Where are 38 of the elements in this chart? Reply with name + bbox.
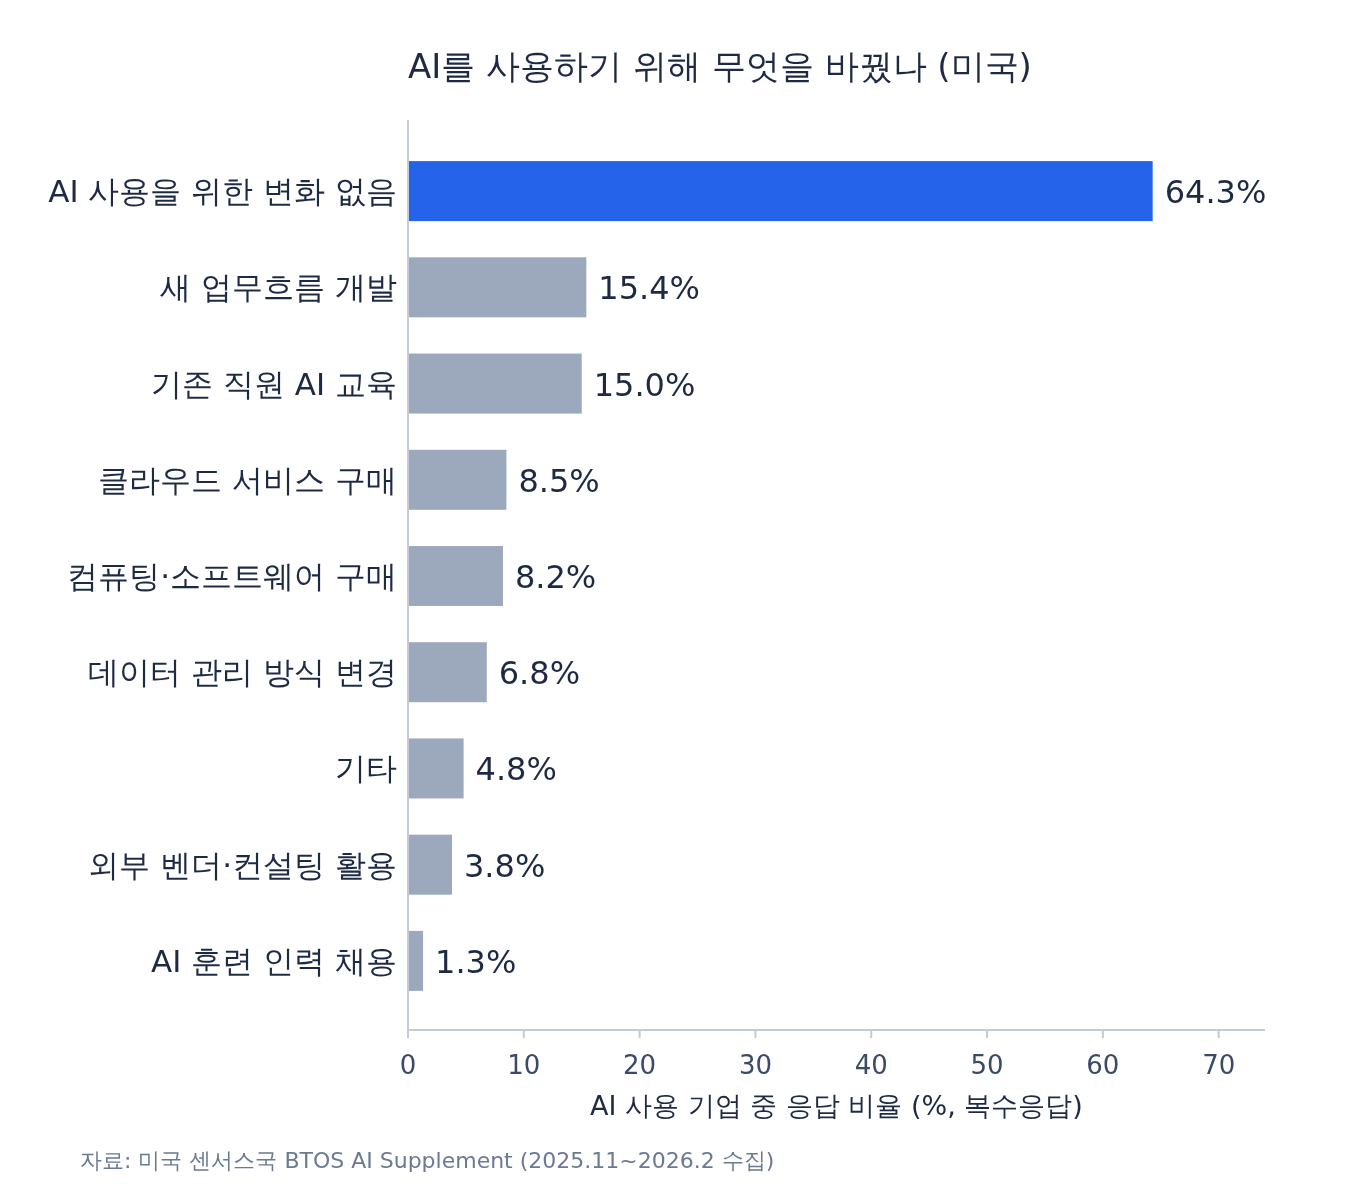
data-label: 6.8% <box>498 654 581 693</box>
y-tick-label: AI 훈련 인력 채용 <box>151 942 397 979</box>
bar <box>408 642 487 703</box>
bar <box>408 449 507 510</box>
title: AI를 사용하기 위해 무엇을 바꿨나 (미국) <box>408 46 1032 86</box>
bar <box>408 257 587 318</box>
data-label: 8.2% <box>514 558 597 596</box>
x-tick-label: 20 <box>623 1050 657 1080</box>
bar <box>408 546 503 606</box>
y-tick-label: 데이터 관리 방식 변경 <box>88 654 397 691</box>
x-tick-label: 10 <box>507 1050 541 1080</box>
bar <box>408 834 453 895</box>
x-tick-label: 30 <box>738 1050 772 1080</box>
y-tick-label: 새 업무흐름 개발 <box>160 269 397 306</box>
x-axis-title: AI 사용 기업 중 응답 비율 (%, 복수응답) <box>590 1090 1083 1121</box>
bar <box>408 738 464 799</box>
data-label: 64.3% <box>1164 173 1267 212</box>
bar <box>408 353 582 414</box>
data-label: 4.8% <box>475 750 557 789</box>
bar <box>408 161 1153 222</box>
y-tick-label: AI 사용을 위한 변화 없음 <box>48 173 397 210</box>
text: 자료: 미국 센서스국 BTOS AI Supplement (2025.11~2026.2 수집) <box>80 1148 775 1173</box>
data-label: 1.3% <box>435 942 517 981</box>
data-label: 15.4% <box>598 269 700 308</box>
y-tick-label: 클라우드 서비스 구매 <box>98 461 397 498</box>
data-label: 3.8% <box>464 846 546 885</box>
x-tick-label: 70 <box>1202 1050 1236 1080</box>
bar <box>408 930 424 991</box>
y-tick-label: 외부 벤더·컨설팅 활용 <box>88 846 397 883</box>
y-tick-label: 기존 직원 AI 교육 <box>151 365 397 402</box>
y-tick-label: 기타 <box>335 750 397 787</box>
x-tick-label: 60 <box>1086 1050 1120 1080</box>
data-label: 15.0% <box>593 365 696 404</box>
x-tick-label: 40 <box>854 1050 888 1080</box>
y-tick-label: 컴퓨팅·소프트웨어 구매 <box>67 558 397 594</box>
data-label: 8.5% <box>518 461 600 500</box>
x-tick-label: 0 <box>399 1050 417 1080</box>
x-tick-label: 50 <box>970 1050 1004 1080</box>
